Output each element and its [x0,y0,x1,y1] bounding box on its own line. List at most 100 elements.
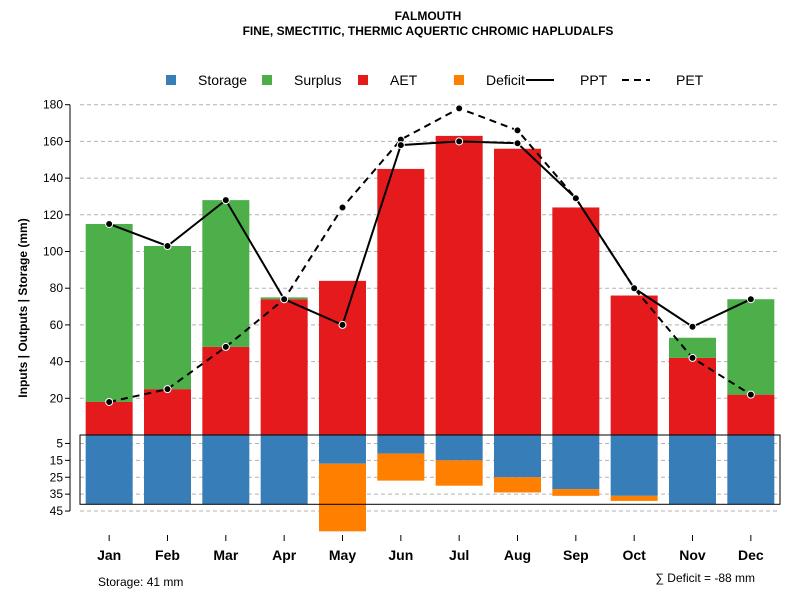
bar-storage-jul [435,435,483,461]
point-pet-jan [105,397,114,406]
point-pet-aug [513,126,522,135]
legend-swatch-deficit [454,75,464,85]
bar-deficit-may [319,463,366,532]
bar-aet-jan [85,401,133,435]
y-tick-label-top-40: 40 [50,355,64,369]
legend: Storage Surplus AET Deficit PPT PET [166,72,704,88]
y-tick-label-top-60: 60 [50,318,64,332]
bar-aet-may [319,280,366,435]
x-tick-label-mar: Mar [213,547,238,563]
bar-aet-nov [669,357,716,435]
bar-aet-sep [552,207,600,435]
legend-label-ppt: PPT [580,72,608,88]
line-ppt [108,140,752,328]
legend-label-surplus: Surplus [294,72,341,88]
point-ppt-may [338,320,347,329]
point-ppt-dec [746,295,755,304]
x-tick-label-aug: Aug [504,547,531,563]
x-tick-label-jan: Jan [97,547,121,563]
y-tick-label-top-160: 160 [43,134,63,148]
bar-aet-dec [727,394,775,435]
y-tick-label-top-120: 120 [43,208,63,222]
bar-storage-apr [260,435,308,505]
bar-surplus-feb [144,245,191,390]
x-tick-label-apr: Apr [272,547,297,563]
point-ppt-jan [105,219,114,228]
axes: 20 40 60 80 100 120 140 160 180 5 15 25 35 45 Jan Feb Ma… [43,98,764,563]
chart-subtitle: FINE, SMECTITIC, THERMIC AQUERTIC CHROMI… [243,24,614,38]
bar-aet-jul [435,135,483,435]
y-tick-label-top-140: 140 [43,171,63,185]
point-ppt-mar [221,196,230,205]
legend-label-aet: AET [390,72,418,88]
x-tick-label-may: May [329,547,356,563]
bars [79,135,781,532]
bar-surplus-mar [202,200,250,347]
legend-swatch-surplus [262,75,272,85]
point-ppt-apr [280,295,289,304]
point-pet-jul [455,104,464,113]
x-tick-label-dec: Dec [738,547,764,563]
gridlines [80,104,780,512]
line-pet [108,107,752,403]
bar-storage-aug [494,435,541,478]
bar-storage-sep [552,435,600,490]
y-tick-label-top-100: 100 [43,245,63,259]
bar-deficit-sep [552,489,600,496]
y-axis-label: Inputs | Outputs | Storage (mm) [16,218,30,397]
point-ppt-feb [163,241,172,250]
y-tick-label-top-180: 180 [43,98,63,112]
bar-deficit-jul [435,460,483,486]
x-tick-label-jul: Jul [449,547,469,563]
storage-panel-frame [79,434,781,505]
point-pet-mar [221,342,230,351]
point-ppt-jun [396,141,405,150]
point-ppt-oct [630,284,639,293]
point-pet-dec [746,390,755,399]
bar-surplus-dec [727,299,775,395]
x-tick-label-nov: Nov [679,547,706,563]
bar-surplus-nov [669,337,716,358]
legend-label-deficit: Deficit [486,72,525,88]
chart-title: FALMOUTH [395,9,462,23]
y-tick-label-bottom-25: 25 [50,470,64,484]
x-tick-label-sep: Sep [563,547,589,563]
bar-deficit-oct [610,495,658,501]
bar-aet-apr [260,299,308,435]
storage-note: Storage: 41 mm [98,575,183,589]
y-tick-label-top-20: 20 [50,391,64,405]
x-tick-label-feb: Feb [155,547,180,563]
deficit-note: ∑ Deficit = -88 mm [655,571,755,585]
y-tick-label-bottom-35: 35 [50,487,64,501]
y-tick-label-bottom-45: 45 [50,504,64,518]
legend-label-pet: PET [676,72,704,88]
bar-storage-feb [144,435,191,505]
y-tick-label-bottom-5: 5 [56,436,63,450]
bar-aet-feb [144,389,191,435]
y-tick-label-top-80: 80 [50,281,64,295]
bar-storage-mar [202,435,250,505]
bar-aet-mar [202,346,250,435]
bar-storage-jun [377,435,425,454]
legend-label-storage: Storage [198,72,247,88]
bar-aet-oct [610,295,658,435]
point-ppt-nov [688,322,697,331]
bar-storage-may [319,435,366,464]
bar-deficit-jun [377,453,425,481]
x-tick-label-jun: Jun [388,547,413,563]
y-tick-label-bottom-15: 15 [50,453,64,467]
bar-deficit-aug [494,477,541,493]
bar-storage-dec [727,435,775,505]
bar-aet-aug [494,148,541,436]
point-pet-feb [163,385,172,394]
lines [105,104,755,406]
bar-storage-nov [669,435,716,505]
point-pet-may [338,203,347,212]
bar-surplus-jan [85,223,133,402]
x-tick-label-oct: Oct [622,547,646,563]
bar-storage-oct [610,435,658,496]
point-ppt-sep [571,194,580,203]
point-ppt-aug [513,139,522,148]
point-ppt-jul [455,137,464,146]
